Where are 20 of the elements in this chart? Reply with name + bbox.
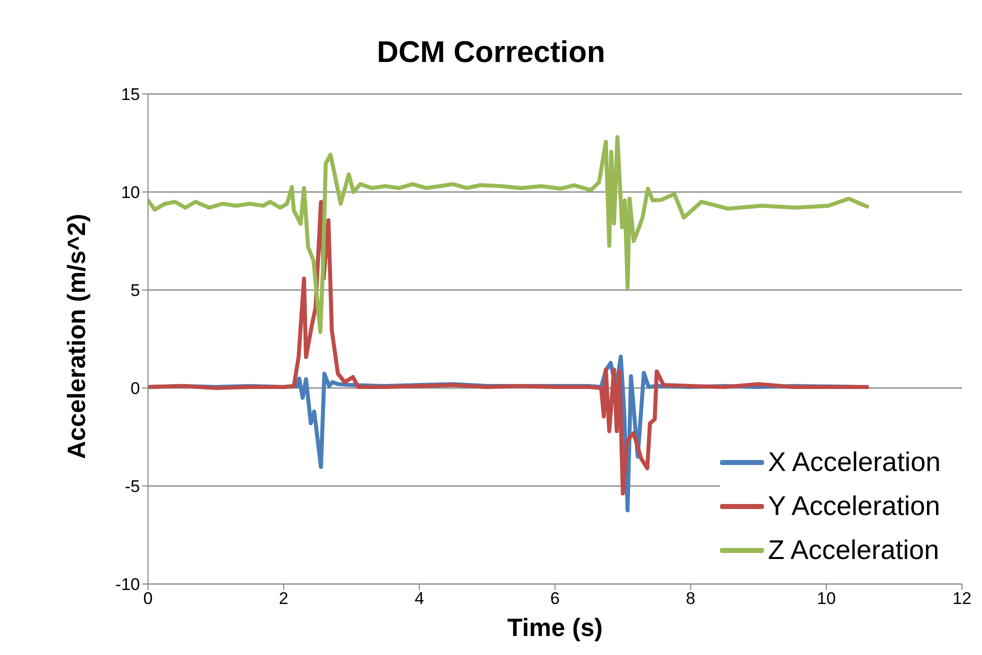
x-tick-label: 8: [686, 589, 696, 608]
x-tick-label: 0: [143, 589, 153, 608]
legend-label: Y Acceleration: [768, 490, 940, 523]
x-tick-label: 2: [278, 589, 288, 608]
legend-label: Z Acceleration: [768, 534, 940, 567]
chart-title: DCM Correction: [376, 36, 606, 70]
y-tick-label: 5: [130, 281, 140, 300]
y-tick-label: -10: [115, 575, 140, 594]
y-tick-label: 10: [121, 183, 140, 202]
y-axis-title: Acceleration (m/s^2): [62, 214, 91, 459]
x-tick-label: 4: [414, 589, 424, 608]
legend-label: X Acceleration: [768, 446, 941, 479]
y-tick-label: 0: [130, 379, 140, 398]
x-axis-title: Time (s): [507, 614, 603, 642]
y-tick-label: -5: [124, 477, 140, 496]
y-tick-label: 15: [121, 85, 140, 104]
x-tick-label: 12: [952, 589, 972, 608]
x-tick-label: 6: [550, 589, 560, 608]
line-series: [148, 135, 870, 334]
x-tick-label: 10: [816, 589, 836, 608]
